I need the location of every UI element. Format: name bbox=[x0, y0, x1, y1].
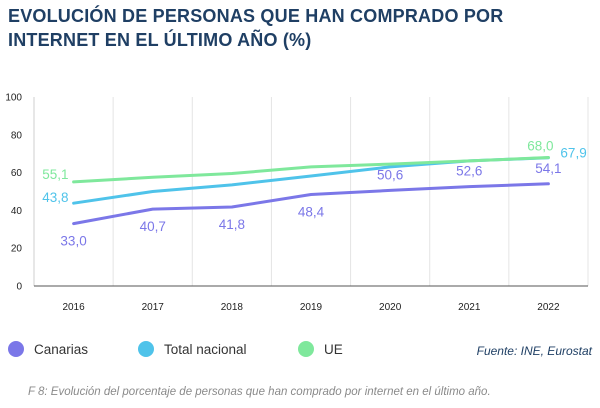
legend-label-canarias: Canarias bbox=[34, 341, 89, 357]
data-label-canarias: 41,8 bbox=[219, 217, 245, 232]
y-tick-label: 100 bbox=[5, 93, 22, 104]
x-tick-label: 2022 bbox=[537, 302, 560, 313]
chart-title: EVOLUCIÓN DE PERSONAS QUE HAN COMPRADO P… bbox=[8, 6, 504, 50]
figure-caption: F 8: Evolución del porcentaje de persona… bbox=[28, 386, 491, 398]
x-tick-label: 2021 bbox=[458, 302, 481, 313]
data-label-total-nacional: 43,8 bbox=[42, 190, 68, 205]
data-label-total-nacional: 67,9 bbox=[560, 146, 586, 161]
y-tick-label: 0 bbox=[16, 282, 22, 293]
series-line-ue bbox=[72, 156, 550, 184]
x-tick-label: 2019 bbox=[300, 302, 323, 313]
data-label-canarias: 33,0 bbox=[60, 234, 86, 249]
legend-swatch-ue bbox=[298, 341, 314, 357]
legend-swatch-canarias bbox=[8, 341, 24, 357]
data-label-canarias: 54,1 bbox=[535, 161, 561, 176]
legend-item-total-nacional: Total nacional bbox=[138, 341, 247, 357]
source-note: Fuente: INE, Eurostat bbox=[476, 344, 592, 358]
data-label-ue: 68,0 bbox=[527, 138, 553, 153]
data-label-canarias: 50,6 bbox=[377, 167, 403, 182]
legend-label-ue: UE bbox=[324, 341, 343, 357]
data-label-canarias: 48,4 bbox=[298, 205, 325, 220]
data-label-canarias: 40,7 bbox=[140, 219, 166, 234]
y-tick-label: 40 bbox=[11, 206, 23, 217]
y-tick-label: 60 bbox=[11, 168, 23, 179]
data-label-canarias: 52,6 bbox=[456, 164, 482, 179]
x-tick-label: 2020 bbox=[379, 302, 402, 313]
legend-label-total-nacional: Total nacional bbox=[164, 341, 247, 357]
y-tick-label: 80 bbox=[11, 130, 23, 141]
x-tick-label: 2017 bbox=[142, 302, 165, 313]
line-chart: 0 20 40 60 80 100 2016 2017 2018 2019 2020 2021 2022… bbox=[5, 93, 589, 313]
y-tick-label: 20 bbox=[11, 244, 23, 255]
series-line-canarias bbox=[72, 182, 550, 226]
legend-item-ue: UE bbox=[298, 341, 343, 357]
data-label-ue: 55,1 bbox=[42, 167, 68, 182]
legend-swatch-total-nacional bbox=[138, 341, 154, 357]
x-tick-label: 2016 bbox=[62, 302, 85, 313]
legend-item-canarias: Canarias bbox=[8, 341, 88, 357]
legend: Canarias Total nacional UE Fuente: INE, … bbox=[0, 338, 600, 362]
x-tick-label: 2018 bbox=[221, 302, 244, 313]
